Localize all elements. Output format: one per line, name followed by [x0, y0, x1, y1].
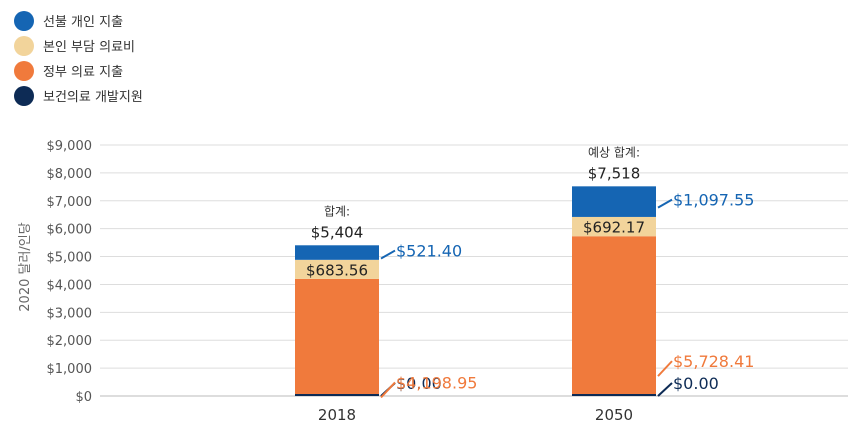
data-labels: $0.00$4,198.95$683.56$521.40합계:$5,404$0.…: [306, 145, 754, 399]
legend-swatch-government: [14, 60, 34, 81]
data-label-government: $5,728.41: [673, 352, 754, 371]
y-tick-label: $8,000: [47, 167, 93, 182]
data-label-out-of-pocket: $683.56: [306, 261, 368, 279]
legend-swatch-prepaid-private: [14, 10, 34, 31]
y-axis: $0 $1,000 $2,000 $3,000 $4,000 $5,000 $6,000 $7…: [47, 139, 93, 405]
bar-segment-prepaid-private-2050: [572, 186, 656, 217]
data-label-out-of-pocket: $692.17: [583, 219, 645, 237]
y-tick-label: $3,000: [47, 306, 93, 321]
data-label-development-assistance: $0.00: [673, 374, 719, 393]
x-tick-label: 2050: [595, 406, 633, 424]
bar-segment-prepaid-private-2018: [295, 245, 379, 260]
legend-label-out-of-pocket: 본인 부담 의료비: [43, 40, 135, 55]
bar-segment-government-2018: [295, 278, 379, 396]
leader-line-development-assistance: [657, 382, 673, 397]
legend-swatch-development-assistance: [14, 85, 34, 106]
legend-label-development-assistance: 보건의료 개발지원: [43, 90, 143, 105]
legend-swatch-out-of-pocket: [14, 35, 34, 56]
y-tick-label: $1,000: [47, 362, 93, 377]
legend-item-government: 정부 의료 지출: [14, 58, 143, 83]
data-label-development-assistance: $0.00: [396, 374, 442, 393]
legend-label-government: 정부 의료 지출: [43, 65, 124, 80]
y-tick-label: $9,000: [47, 139, 93, 154]
leader-line-prepaid-private: [380, 249, 396, 260]
legend-label-prepaid-private: 선불 개인 지출: [43, 15, 124, 30]
grid-lines: [100, 144, 848, 397]
bars: [295, 186, 656, 396]
y-tick-label: $7,000: [47, 195, 93, 210]
y-axis-label: 2020 달러/인당: [18, 222, 33, 311]
y-tick-label: $4,000: [47, 278, 93, 293]
legend-item-out-of-pocket: 본인 부담 의료비: [14, 33, 143, 58]
total-value: $5,404: [311, 223, 364, 241]
bar-segment-out-of-pocket-2018: [295, 259, 379, 279]
legend-item-prepaid-private: 선불 개인 지출: [14, 8, 143, 33]
y-tick-label: $2,000: [47, 334, 93, 349]
legend-item-development-assistance: 보건의료 개발지원: [14, 83, 143, 108]
bar-segment-government-2050: [572, 236, 656, 396]
leader-line-government: [380, 381, 396, 399]
data-label-prepaid-private: $521.40: [396, 242, 462, 261]
y-tick-label: $6,000: [47, 223, 93, 238]
x-axis: 2018 2050: [318, 406, 633, 424]
leader-line-government: [657, 360, 673, 377]
bar-segment-out-of-pocket-2050: [572, 216, 656, 237]
y-tick-label: $5,000: [47, 251, 93, 266]
x-tick-label: 2018: [318, 406, 356, 424]
total-heading: 예상 합계:: [588, 145, 640, 159]
chart-legend: 선불 개인 지출 본인 부담 의료비 정부 의료 지출 보건의료 개발지원: [14, 8, 143, 108]
data-label-prepaid-private: $1,097.55: [673, 191, 754, 210]
total-heading: 합계:: [324, 204, 350, 218]
leader-line-prepaid-private: [657, 198, 673, 209]
y-tick-label: $0: [75, 390, 92, 405]
total-value: $7,518: [588, 164, 641, 182]
data-label-government: $4,198.95: [396, 373, 477, 392]
